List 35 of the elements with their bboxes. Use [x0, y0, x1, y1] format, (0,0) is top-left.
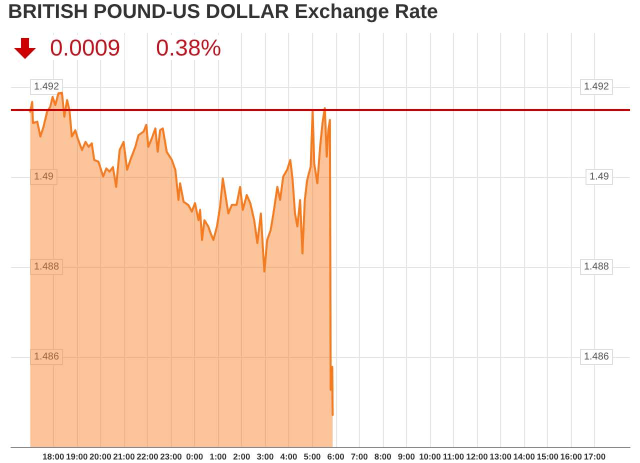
x-tick-label: 22:00: [136, 452, 159, 462]
x-tick-label: 19:00: [66, 452, 88, 462]
x-tick-label: 20:00: [90, 452, 112, 462]
x-tick-label: 10:00: [419, 452, 442, 462]
x-tick-label: 13:00: [490, 452, 512, 462]
y-tick-label: 1.492: [34, 82, 60, 92]
x-tick-label: 21:00: [113, 452, 136, 462]
x-tick-label: 17:00: [584, 452, 606, 462]
y2-tick-label: 1.49: [590, 172, 610, 182]
x-tick-label: 12:00: [466, 452, 488, 462]
x-tick-label: 14:00: [513, 452, 536, 462]
y2-tick-label: 1.492: [584, 82, 610, 92]
x-tick-label: 23:00: [160, 452, 182, 462]
x-tick-label: 4:00: [280, 452, 298, 462]
annotation: 0.38%: [156, 34, 222, 60]
x-tick-label: 7:00: [350, 452, 368, 462]
y2-tick-label: 1.486: [584, 352, 610, 362]
x-tick-label: 9:00: [398, 452, 416, 462]
y2-tick-label: 1.488: [584, 262, 610, 272]
x-tick-label: 2:00: [233, 452, 250, 462]
y-tick-label: 1.486: [34, 352, 60, 362]
x-tick-label: 3:00: [256, 452, 274, 462]
x-tick-label: 15:00: [536, 452, 559, 462]
x-tick-label: 1:00: [210, 452, 227, 462]
y-tick-label: 1.49: [34, 172, 54, 182]
x-tick-label: 16:00: [560, 452, 582, 462]
x-tick-label: 8:00: [374, 452, 392, 462]
x-tick-label: 11:00: [442, 452, 464, 462]
x-tick-label: 0:00: [186, 452, 204, 462]
x-tick-label: 6:00: [327, 452, 345, 462]
chart-title: BRITISH POUND-US DOLLAR Exchange Rate: [8, 1, 438, 23]
x-tick-label: 18:00: [42, 452, 64, 462]
chart-subtitle: 0.0009: [50, 34, 120, 60]
x-tick-label: 5:00: [304, 452, 322, 462]
y-tick-label: 1.488: [34, 262, 60, 272]
